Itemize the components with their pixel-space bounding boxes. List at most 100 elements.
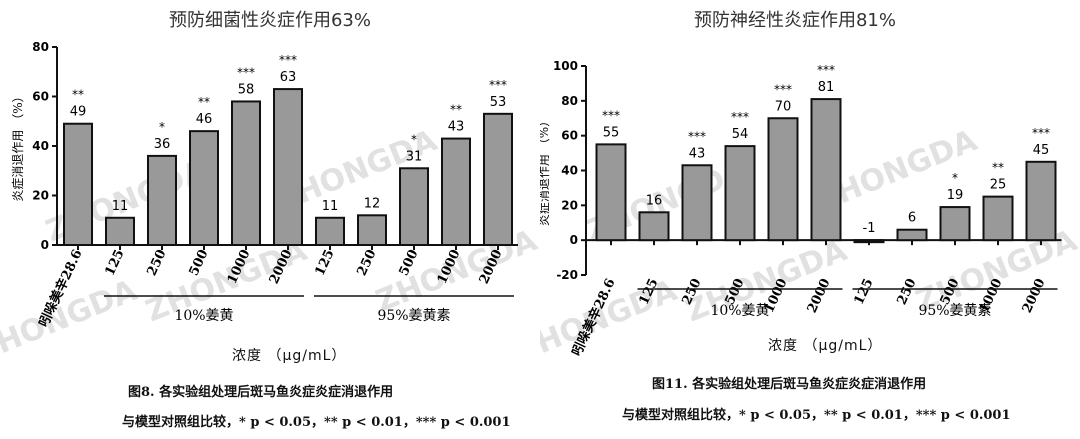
data-label: 36 bbox=[154, 137, 171, 152]
data-label: 19 bbox=[947, 188, 964, 203]
bar bbox=[724, 145, 756, 242]
bar bbox=[399, 167, 429, 246]
significance-note-part: *** p < 0.001 bbox=[415, 415, 511, 430]
y-tick-label: 40 bbox=[561, 164, 578, 178]
bar bbox=[147, 154, 177, 246]
bar bbox=[896, 228, 928, 242]
data-label: 55 bbox=[603, 125, 620, 140]
bar bbox=[483, 112, 513, 246]
bar bbox=[810, 98, 842, 242]
bar bbox=[767, 117, 799, 242]
significance-marker: *** bbox=[817, 63, 835, 77]
x-axis-title: 浓度 （μg/mL） bbox=[768, 338, 883, 354]
y-tick-label: 100 bbox=[553, 59, 578, 73]
significance-marker: *** bbox=[602, 108, 620, 122]
bar bbox=[681, 164, 713, 242]
y-tick-label: 60 bbox=[32, 90, 49, 104]
bar bbox=[273, 88, 303, 246]
x-tick-label: 125 bbox=[103, 247, 128, 278]
data-label: 6 bbox=[908, 211, 916, 226]
significance-marker: * bbox=[952, 171, 958, 185]
significance-note-part: 与模型对照组比较，* p < 0.05， bbox=[622, 408, 825, 423]
bar bbox=[939, 206, 971, 242]
bar bbox=[357, 214, 387, 247]
figure-caption: 图8. 各实验组处理后斑马鱼炎症炎症消退作用 bbox=[128, 385, 394, 400]
significance-marker: ** bbox=[992, 161, 1004, 175]
data-label: 31 bbox=[406, 149, 423, 164]
y-tick-label: 80 bbox=[32, 40, 49, 54]
data-label: 53 bbox=[490, 95, 507, 110]
bar bbox=[105, 216, 135, 246]
significance-marker: *** bbox=[774, 82, 792, 96]
data-label: 12 bbox=[364, 196, 381, 211]
y-axis-title: 炎症消退作用 （%） bbox=[10, 90, 25, 201]
y-tick-label: 80 bbox=[561, 94, 578, 108]
x-tick-label: 250 bbox=[145, 247, 170, 278]
bar bbox=[63, 122, 93, 246]
data-label: 11 bbox=[322, 199, 339, 214]
bar bbox=[1025, 160, 1057, 242]
figure-caption: 图11. 各实验组处理后斑马鱼炎症炎症消退作用 bbox=[652, 377, 927, 392]
data-label: 63 bbox=[280, 70, 297, 85]
data-label: -1 bbox=[863, 221, 876, 236]
data-label: 49 bbox=[70, 105, 87, 120]
bar bbox=[441, 137, 471, 246]
significance-marker: ** bbox=[198, 95, 210, 109]
figure-11: 预防神经性炎症作用81% ZHONGDA ZHONGDA ZHONGDA ZHONGD… bbox=[540, 0, 1080, 439]
significance-marker: *** bbox=[731, 110, 749, 124]
chart-title: 预防细菌性炎症作用63% bbox=[168, 10, 371, 31]
y-tick-label: 20 bbox=[561, 198, 578, 212]
significance-marker: * bbox=[411, 132, 417, 146]
y-tick-label: 40 bbox=[32, 139, 49, 153]
data-label: 16 bbox=[646, 193, 663, 208]
significance-note: 与模型对照组比较，* p < 0.05，** p < 0.01，*** p < … bbox=[622, 404, 1011, 423]
significance-marker: *** bbox=[489, 78, 507, 92]
y-tick-label: 0 bbox=[41, 238, 49, 252]
significance-marker: *** bbox=[237, 65, 255, 79]
y-tick-label: -20 bbox=[556, 268, 578, 282]
group-label: 10%姜黄 bbox=[710, 302, 769, 319]
bar bbox=[231, 100, 261, 246]
significance-marker: ** bbox=[450, 103, 462, 117]
data-label: 81 bbox=[818, 80, 835, 95]
y-tick-label: 0 bbox=[570, 233, 578, 247]
watermark-text: ZHONGDA bbox=[0, 273, 143, 370]
x-tick-label: 2000 bbox=[1020, 276, 1049, 315]
significance-note: 与模型对照组比较，* p < 0.05，** p < 0.01，*** p < … bbox=[122, 411, 511, 430]
chart-title: 预防神经性炎症作用81% bbox=[693, 10, 896, 31]
significance-marker: *** bbox=[279, 53, 297, 67]
significance-note-part: ** p < 0.01， bbox=[324, 415, 416, 430]
significance-marker: * bbox=[159, 120, 165, 134]
group-label: 95%姜黄素 bbox=[918, 302, 991, 319]
x-tick-label: 250 bbox=[355, 247, 380, 278]
data-label: 58 bbox=[238, 82, 255, 97]
significance-marker: *** bbox=[688, 129, 706, 143]
data-label: 54 bbox=[732, 127, 749, 142]
group-label: 10%姜黄 bbox=[174, 307, 233, 324]
y-tick-label: 20 bbox=[32, 189, 49, 203]
significance-marker: ** bbox=[72, 88, 84, 102]
bar bbox=[982, 195, 1014, 242]
bar bbox=[638, 211, 670, 242]
significance-note-part: 与模型对照组比较，* p < 0.05， bbox=[122, 415, 325, 430]
x-tick-label: 125 bbox=[313, 247, 338, 278]
data-label: 25 bbox=[990, 178, 1007, 193]
significance-note-part: *** p < 0.001 bbox=[915, 408, 1011, 423]
bar bbox=[595, 143, 627, 242]
group-label: 95%姜黄素 bbox=[377, 307, 450, 324]
significance-note-part: ** p < 0.01， bbox=[824, 408, 916, 423]
bar bbox=[315, 216, 345, 246]
figure-8: 预防细菌性炎症作用63% ZHONGDA ZHONGDA ZHONGDA ZHONGD… bbox=[0, 10, 540, 430]
data-label: 45 bbox=[1033, 143, 1050, 158]
data-label: 11 bbox=[112, 199, 129, 214]
y-tick-label: 60 bbox=[561, 129, 578, 143]
significance-marker: *** bbox=[1032, 126, 1050, 140]
data-label: 43 bbox=[689, 146, 706, 161]
y-axis-title: 炎症消退作用 （%） bbox=[540, 115, 551, 226]
data-label: 46 bbox=[196, 112, 213, 127]
bar bbox=[189, 130, 219, 246]
data-label: 43 bbox=[448, 120, 465, 135]
data-label: 70 bbox=[775, 99, 792, 114]
x-axis-title: 浓度 （μg/mL） bbox=[232, 348, 347, 364]
